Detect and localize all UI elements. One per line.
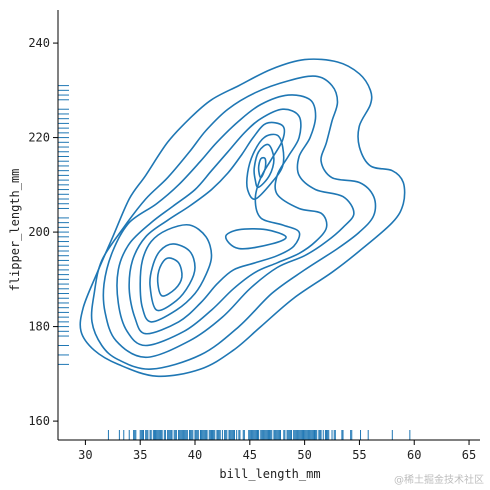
contour-level-8	[257, 156, 267, 179]
y-tick-label: 160	[28, 414, 50, 428]
x-tick-label: 45	[243, 448, 257, 462]
y-axis-label: flipper_length_mm	[8, 169, 22, 292]
contour-level-5	[128, 121, 301, 335]
x-ticks: 30 35 40 45 50 55 60 65	[78, 440, 476, 462]
x-tick-label: 55	[352, 448, 366, 462]
x-tick-label: 40	[188, 448, 202, 462]
contour-level-8	[156, 257, 183, 297]
x-tick-label: 35	[133, 448, 147, 462]
contour-level-1	[79, 58, 406, 378]
contour-level-7	[253, 143, 275, 189]
contour-level-6	[245, 133, 285, 200]
x-tick-label: 65	[462, 448, 476, 462]
contour-level-7	[149, 243, 196, 312]
watermark: @稀土掘金技术社区	[394, 475, 484, 486]
y-rug	[58, 85, 69, 365]
contour-level-2	[90, 75, 377, 370]
x-rug	[107, 430, 411, 440]
y-tick-label: 200	[28, 225, 50, 239]
contour-level-3	[102, 94, 355, 359]
contour-level-6	[139, 223, 213, 323]
x-tick-label: 30	[78, 448, 92, 462]
y-ticks: 160 180 200 220 240	[28, 36, 58, 428]
contours	[79, 58, 406, 378]
contour-level-6	[224, 228, 287, 250]
contour-level-4	[116, 108, 328, 347]
y-tick-label: 180	[28, 320, 50, 334]
x-tick-label: 60	[407, 448, 421, 462]
y-tick-label: 240	[28, 36, 50, 50]
x-tick-label: 50	[297, 448, 311, 462]
x-axis-label: bill_length_mm	[219, 467, 320, 481]
y-tick-label: 220	[28, 131, 50, 145]
